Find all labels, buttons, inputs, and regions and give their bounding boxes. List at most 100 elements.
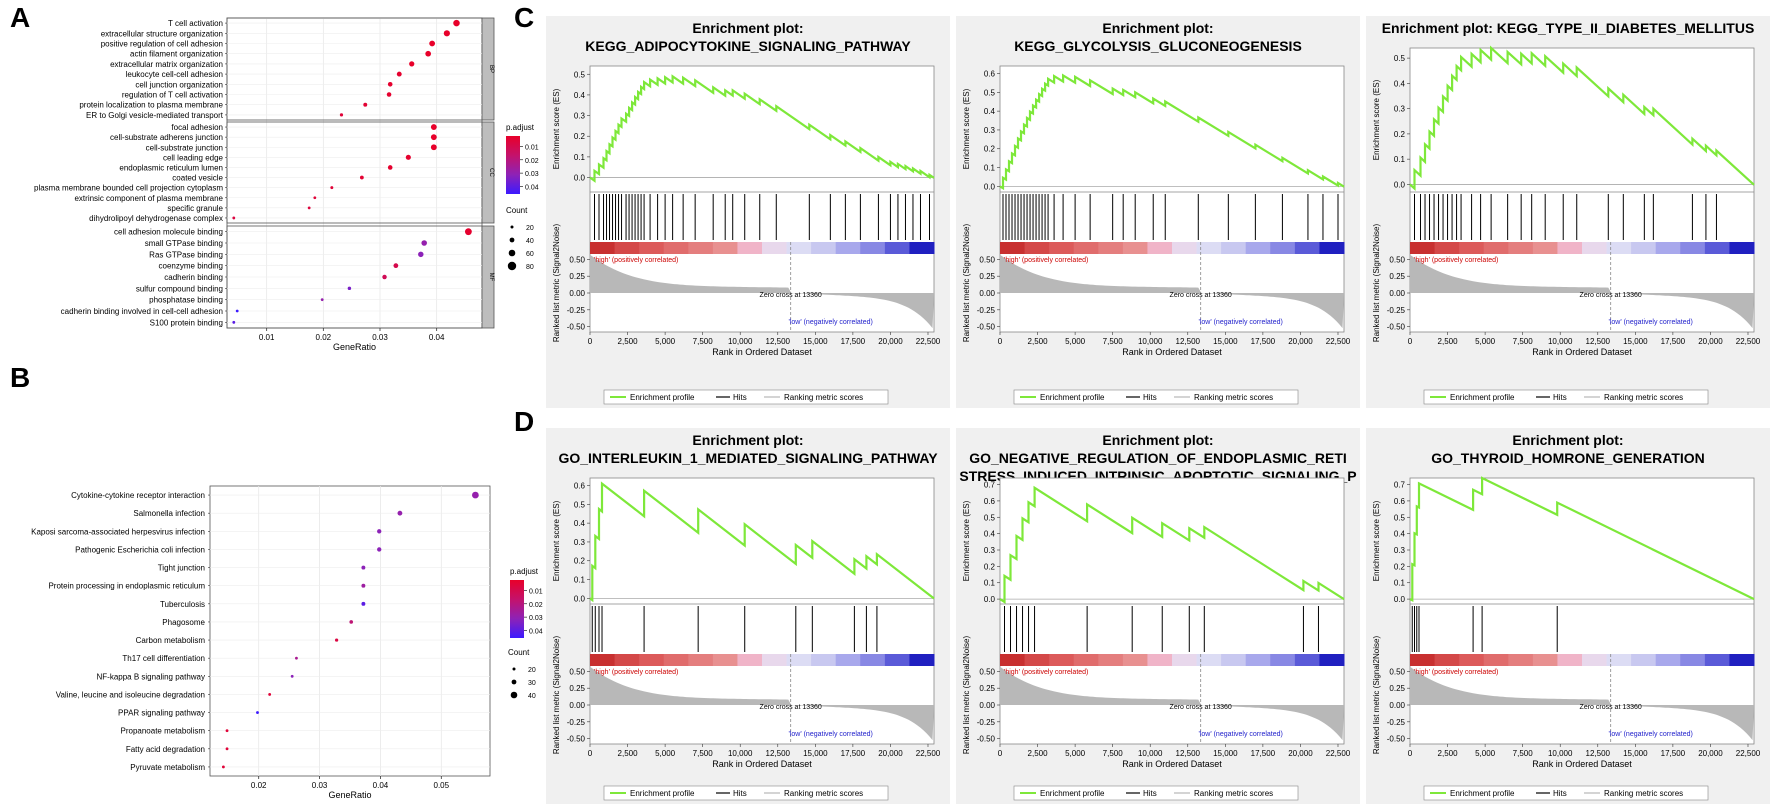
gsea-d3-heat-cell	[1729, 654, 1755, 666]
panel-a-dot	[363, 102, 368, 107]
gsea-d2-x-tick-label: 22,500	[1326, 749, 1351, 758]
gsea-c1-x-tick-label: 12,500	[766, 337, 791, 346]
panel-b-dot	[361, 601, 366, 606]
gsea-c2-x-tick-label: 10,000	[1138, 337, 1163, 346]
gsea-c3-es-ylabel: Enrichment score (ES)	[1372, 79, 1381, 160]
panel-b-colorbar	[510, 580, 524, 638]
panel-a-dot	[235, 309, 239, 313]
gsea-c1-x-tick-label: 15,000	[803, 337, 828, 346]
gsea-d3-heat-cell	[1532, 654, 1558, 666]
panel-a-term-label: cadherin binding	[164, 273, 223, 282]
gsea-d2-high-label: 'high' (positively correlated)	[1004, 669, 1088, 676]
gsea-c2-x-tick-label: 5,000	[1065, 337, 1086, 346]
gsea-c2-es-tick-label: 0.0	[984, 182, 996, 191]
panel-b-term-label: Carbon metabolism	[136, 636, 206, 645]
gsea-d2-es-tick-label: 0.3	[984, 546, 996, 555]
gsea-d1-x-tick-label: 5,000	[655, 749, 676, 758]
gsea-c2-heat-cell	[1221, 242, 1247, 254]
gsea-d1-metric-tick-label: 0.50	[569, 667, 585, 676]
gsea-d1-metric-tick-label: -0.25	[567, 718, 586, 727]
gsea-c3-es-tick-label: 0.0	[1394, 180, 1406, 189]
panel-a-term-label: plasma membrane bounded cell projection …	[34, 184, 223, 193]
gsea-c2-enrichment-profile	[999, 73, 1345, 191]
gsea-c2-heat-cell	[1073, 242, 1099, 254]
gsea-c3-x-tick-label: 0	[1408, 337, 1413, 346]
gsea-c2-legend-hits-label: Hits	[1143, 393, 1157, 402]
gsea-c1-x-tick-label: 10,000	[728, 337, 753, 346]
panel-a-dot	[430, 124, 437, 130]
gsea-d2-metric-tick-label: 0.25	[979, 684, 995, 693]
panel-a-x-tick-label: 0.04	[429, 333, 445, 342]
panel-a-x-tick-label: 0.02	[316, 333, 332, 342]
gsea-d3-metric-ylabel: Ranked list metric (Signal2Noise)	[1372, 636, 1381, 755]
gsea-c2-es-tick-label: 0.3	[984, 126, 996, 135]
gsea-d1-es-ylabel: Enrichment score (ES)	[552, 500, 561, 581]
gsea-d1-title: Enrichment plot:	[692, 432, 803, 448]
gsea-c1-es-tick-label: 0.0	[574, 174, 586, 183]
gsea-c1-legend-box	[603, 389, 889, 405]
panel-a-dot	[313, 196, 317, 200]
gsea-c3-zero-cross-label: Zero cross at 13360	[1580, 292, 1642, 299]
gsea-c1-low-label: 'low' (negatively correlated)	[788, 319, 872, 326]
gsea-c1-heat-cell	[712, 242, 738, 254]
gsea-c3-es-tick-label: 0.2	[1394, 130, 1406, 139]
gsea-d3-es-tick-label: 0.3	[1394, 546, 1406, 555]
gsea-d1-heat-cell	[712, 654, 738, 666]
gsea-c3-enrichment-profile	[1409, 45, 1755, 191]
gsea-d1-heat-cell	[614, 654, 640, 666]
gsea-d2-xlabel: Rank in Ordered Dataset	[1122, 759, 1222, 769]
panel-b-x-tick-label: 0.02	[251, 781, 267, 790]
gsea-d2-heat-cell	[1024, 654, 1050, 666]
gsea-c1-heat-cell	[590, 242, 616, 254]
panel-a-term-label: coated vesicle	[172, 174, 223, 183]
panel-b-term-label: Kaposi sarcoma-associated herpesvirus in…	[31, 527, 205, 536]
panel-letter-d: D	[514, 406, 535, 437]
gsea-d1-heat-cell	[835, 654, 861, 666]
gsea-d1-es-tick-label: 0.4	[574, 519, 586, 528]
panel-b-term-label: Pyruvate metabolism	[130, 763, 205, 772]
gsea-c3-x-tick-label: 7,500	[1513, 337, 1534, 346]
gsea-c1-x-tick-label: 7,500	[693, 337, 714, 346]
gsea-c3-heat-cell	[1508, 242, 1534, 254]
panel-b-size-label: 40	[528, 693, 536, 700]
gsea-d3-heat-cell	[1434, 654, 1460, 666]
gsea-d1-legend-profile-label: Enrichment profile	[630, 789, 695, 798]
gsea-d2-heat-cell	[1319, 654, 1345, 666]
gsea-d2-heat-cell	[1049, 654, 1075, 666]
panel-a-x-tick-label: 0.01	[259, 333, 275, 342]
gsea-c1-heat-cell	[860, 242, 886, 254]
panel-b-dot	[225, 747, 229, 751]
panel-a-term-label: dihydrolipoyl dehydrogenase complex	[89, 214, 223, 223]
gsea-c2-heat-cell	[1294, 242, 1320, 254]
gsea-d1-heat-cell	[762, 654, 788, 666]
gsea-d1-metric-ylabel: Ranked list metric (Signal2Noise)	[552, 636, 561, 755]
panel-b-term-label: Cytokine-cytokine receptor interaction	[71, 491, 205, 500]
panel-a-size-dot	[509, 237, 515, 243]
gsea-c3-x-tick-label: 12,500	[1586, 337, 1611, 346]
gsea-c3-heat-cell	[1582, 242, 1608, 254]
gsea-c3-x-tick-label: 10,000	[1548, 337, 1573, 346]
gsea-c2-xlabel: Rank in Ordered Dataset	[1122, 347, 1222, 357]
gsea-c2-metric-tick-label: 0.50	[979, 255, 995, 264]
panel-b-x-tick-label: 0.04	[373, 781, 389, 790]
gsea-d1-x-tick-label: 12,500	[766, 749, 791, 758]
gsea-c1-metric-tick-label: -0.25	[567, 306, 586, 315]
panel-a-term-label: small GTPase binding	[145, 239, 223, 248]
gsea-c1-es-tick-label: 0.3	[574, 112, 586, 121]
panel-a-term-label: cell leading edge	[163, 153, 224, 162]
gsea-c2-heat-cell	[1196, 242, 1222, 254]
gsea-d3-low-label: 'low' (negatively correlated)	[1608, 731, 1692, 738]
gsea-d2-heat-cell	[1122, 654, 1148, 666]
gsea-d3-legend-box	[1423, 785, 1709, 801]
gsea-d2-es-tick-label: 0.1	[984, 579, 996, 588]
gsea-d3-zero-cross-label: Zero cross at 13360	[1580, 704, 1642, 711]
gsea-c1-x-tick-label: 0	[588, 337, 593, 346]
gsea-d1-x-tick-label: 2,500	[618, 749, 639, 758]
gsea-c3-low-label: 'low' (negatively correlated)	[1608, 319, 1692, 326]
gsea-d3-metric-tick-label: -0.25	[1387, 718, 1406, 727]
gsea-d3-legend-hits-label: Hits	[1553, 789, 1567, 798]
gsea-c1-x-tick-label: 22,500	[916, 337, 941, 346]
gsea-d1-x-tick-label: 17,500	[841, 749, 866, 758]
gsea-c1-x-tick-label: 2,500	[618, 337, 639, 346]
